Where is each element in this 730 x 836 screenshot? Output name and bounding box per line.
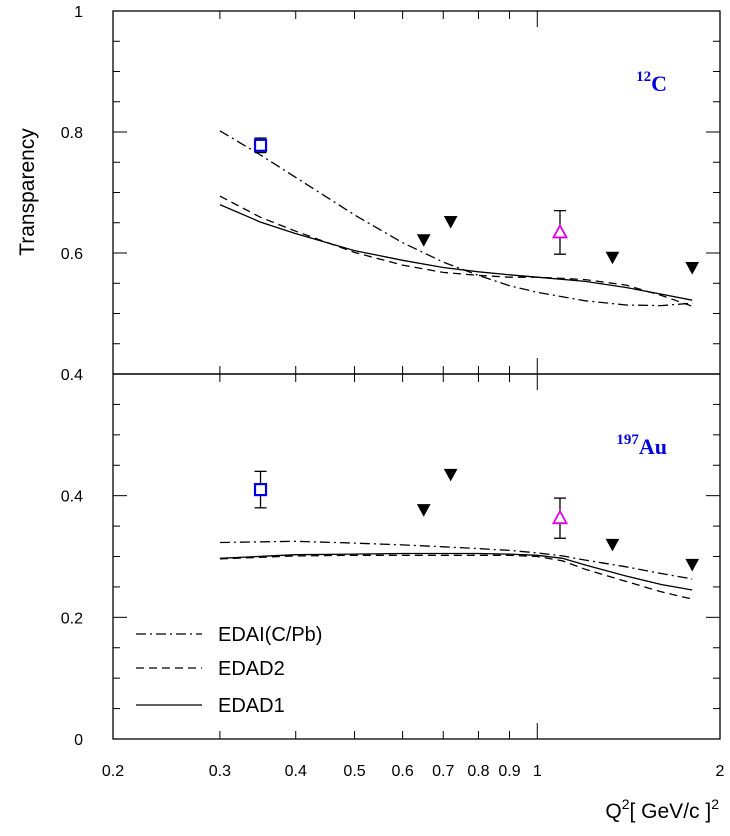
legend-label: EDAI(C/Pb) (218, 624, 322, 646)
y-tick-label: 0.6 (61, 246, 83, 263)
y-tick-label: 0.4 (61, 489, 83, 506)
nucleus-symbol: Au (639, 434, 667, 459)
x-axis-label-part: [ GeV/c ] (630, 800, 712, 823)
y-tick-label: 0.8 (61, 125, 83, 142)
curve-solid-gold (219, 552, 693, 591)
data-point-triangle (551, 223, 569, 239)
nucleus-label-carbon: 12C (636, 69, 667, 96)
x-tick-label: 1 (533, 763, 542, 780)
data-point-triangle-down (443, 468, 458, 482)
legend-label: EDAD1 (218, 695, 285, 717)
curve-dashed-carbon (219, 195, 693, 307)
data-point-triangle-down (443, 216, 458, 229)
x-tick-label: 0.7 (432, 763, 454, 780)
data-point-triangle-down (685, 558, 700, 572)
nucleus-label-gold: 197Au (616, 432, 667, 459)
x-tick-label: 0.5 (343, 763, 365, 780)
curve-dashdot-carbon (219, 130, 693, 307)
nucleus-mass: 197 (616, 432, 639, 448)
x-tick-label: 0.6 (391, 763, 413, 780)
plot-frame (112, 10, 721, 740)
y-tick-label: 0.2 (61, 610, 83, 627)
x-tick-label: 0.2 (102, 763, 124, 780)
data-point-triangle-down (416, 234, 431, 247)
data-point-triangle-down (416, 504, 431, 517)
y-tick-label: 1 (74, 4, 83, 21)
data-point-triangle-down (605, 251, 620, 265)
y-tick-label: 0 (74, 732, 83, 749)
nucleus-mass: 12 (636, 69, 651, 85)
x-tick-label: 0.9 (498, 763, 520, 780)
curve-solid-carbon (219, 204, 693, 301)
curve-dashdot-gold (219, 540, 693, 580)
x-tick-label: 0.3 (209, 763, 231, 780)
x-axis-label-part: 2 (622, 796, 630, 812)
x-tick-label: 0.8 (467, 763, 489, 780)
data-point-square (253, 138, 268, 152)
x-tick-label: 0.4 (285, 763, 307, 780)
x-axis-label-part: 2 (711, 796, 719, 812)
nucleus-symbol: C (651, 71, 667, 96)
data-point-triangle-down (605, 538, 620, 552)
x-tick-label: 2 (716, 763, 725, 780)
y-axis-label: Transparency (16, 128, 39, 256)
data-point-square (253, 482, 268, 497)
data-point-triangle (551, 509, 569, 525)
curve-dashed-gold (219, 554, 693, 600)
x-axis-label: Q2[ GeV/c ]2 (605, 796, 719, 823)
legend-label: EDAD2 (218, 658, 285, 680)
x-axis-label-part: Q (605, 800, 621, 823)
y-tick-label: 0.4 (61, 367, 83, 384)
data-point-triangle-down (685, 262, 700, 275)
